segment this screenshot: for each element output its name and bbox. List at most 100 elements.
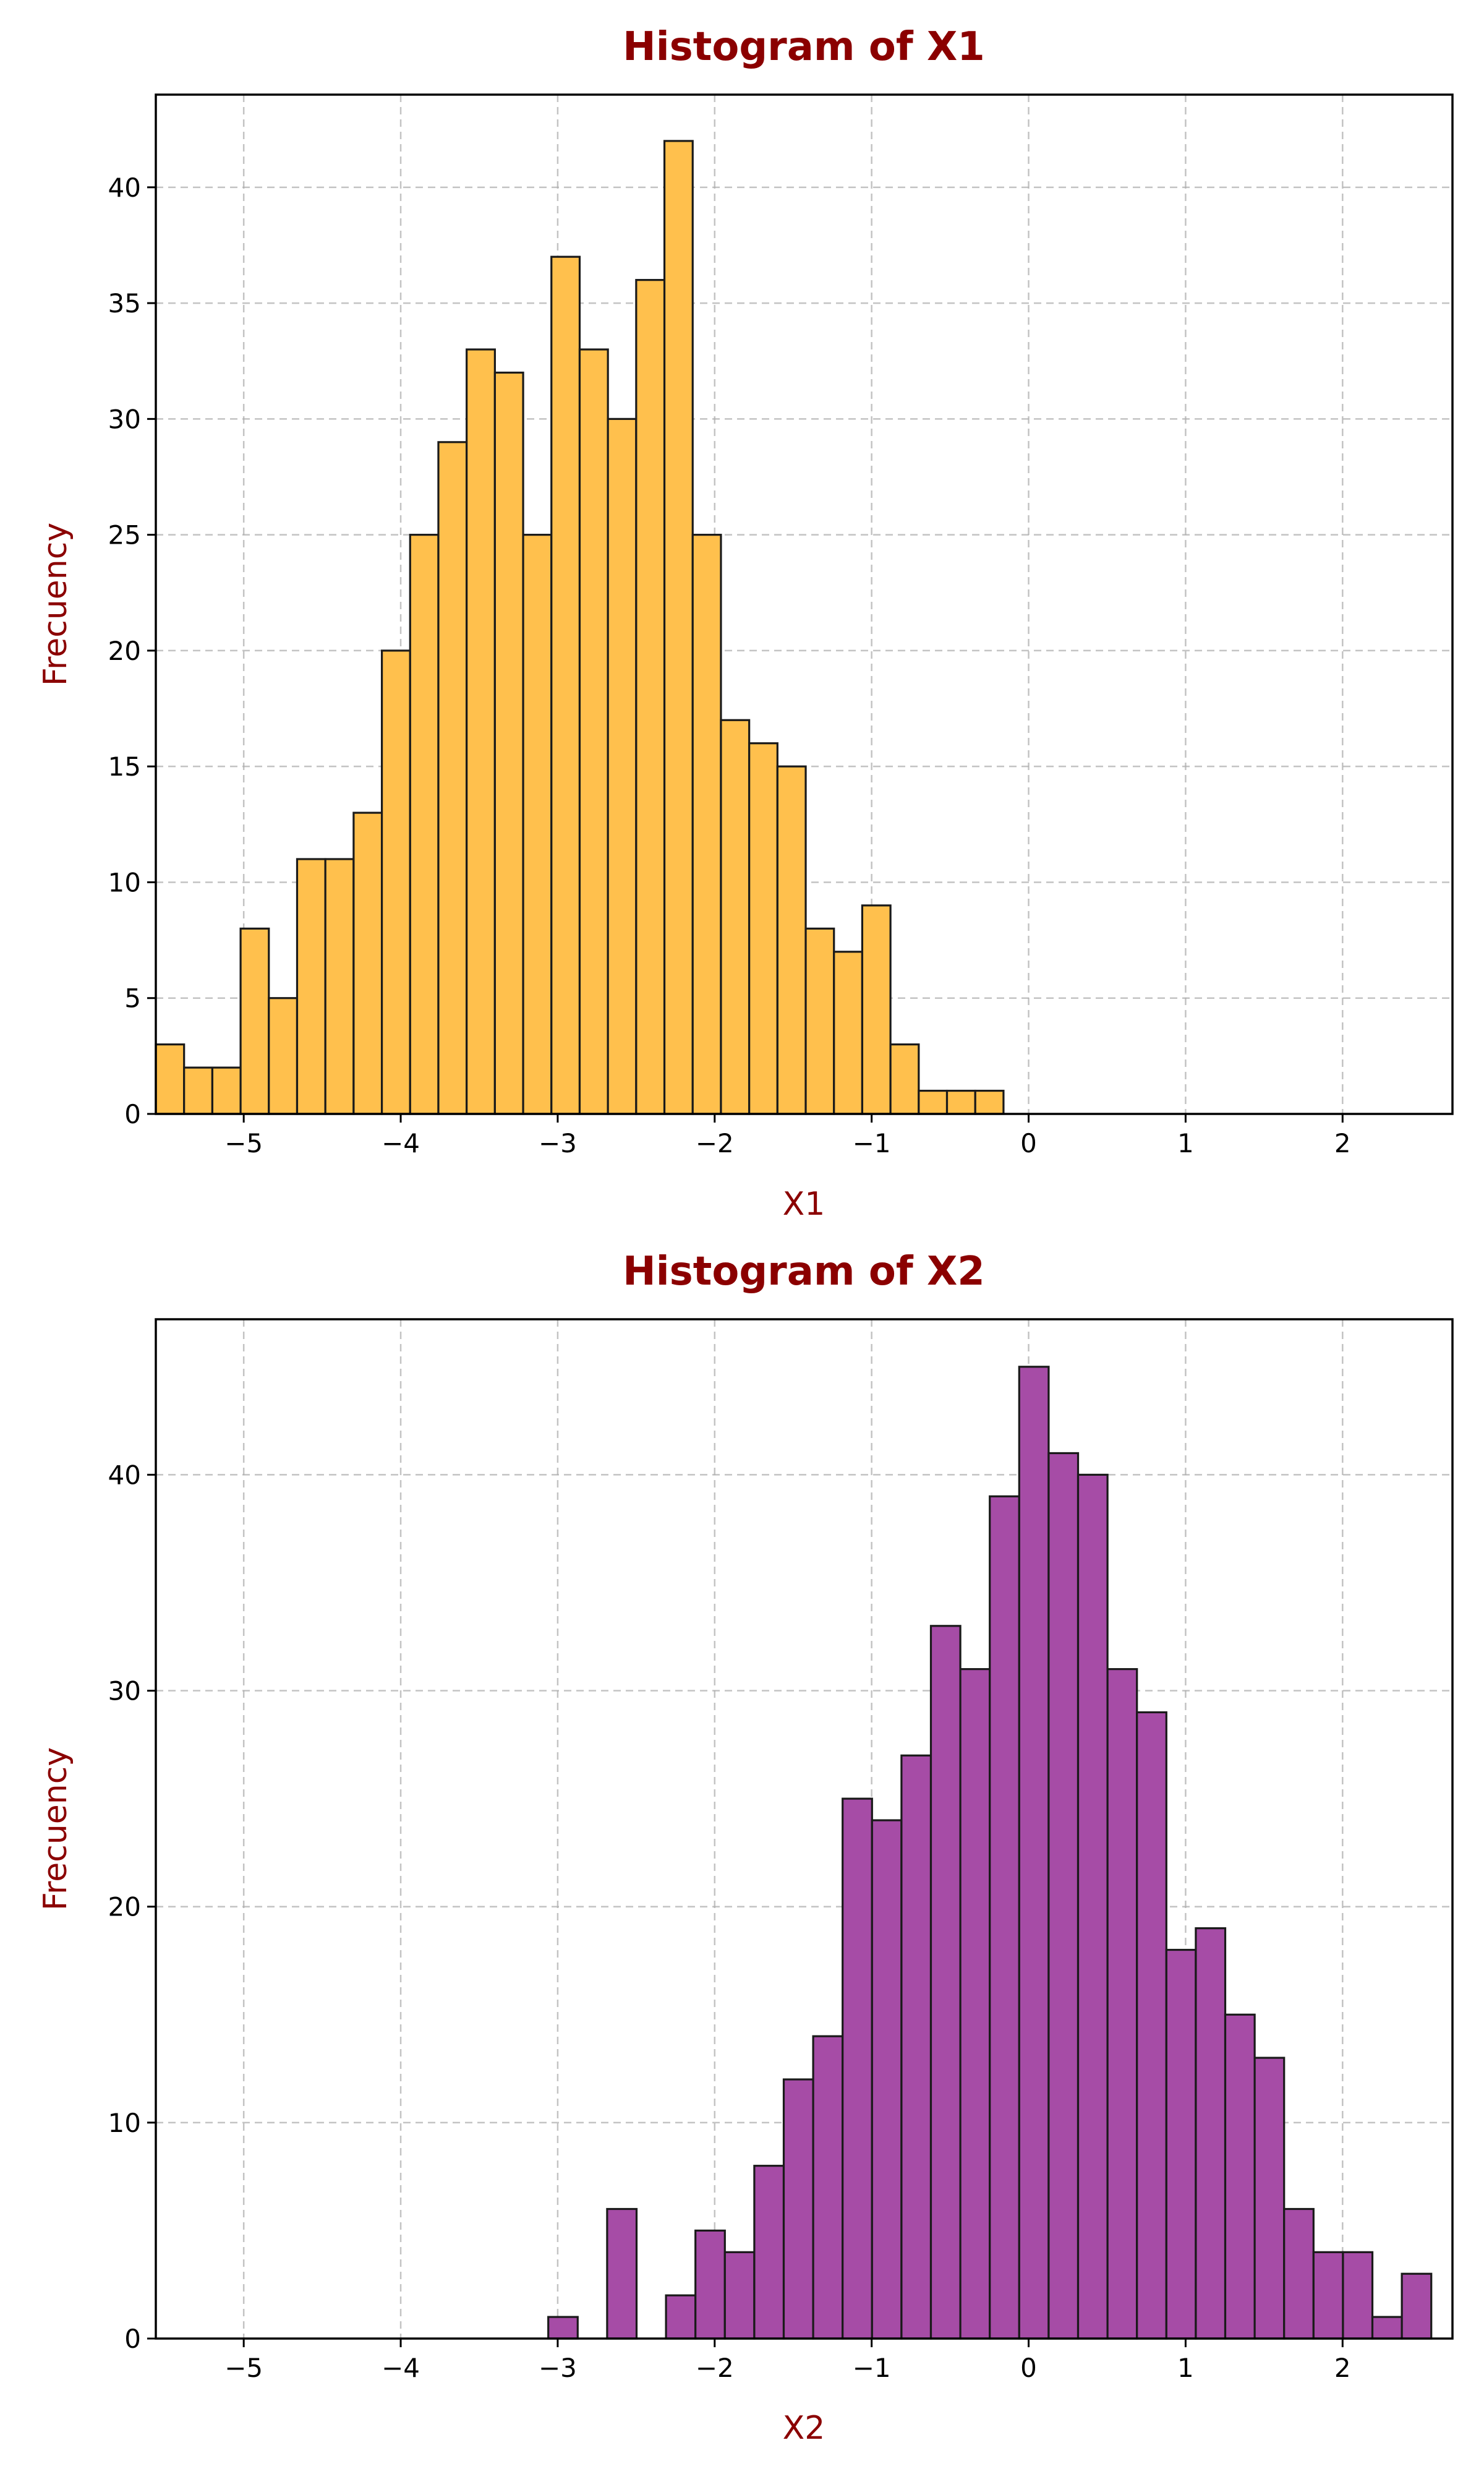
histogram-x1-ytick-label: 35 [108, 288, 141, 319]
histogram-x2-xtick-label: −1 [853, 2353, 891, 2383]
histogram-x2-bar [1371, 2316, 1403, 2340]
histogram-x1-ytick-label: 20 [108, 636, 141, 666]
histogram-x1-bar [748, 742, 778, 1115]
histogram-x2-bar [1018, 1366, 1050, 2340]
histogram-x2-frame [155, 1318, 1454, 2340]
histogram-x1-bar [522, 534, 553, 1115]
histogram-x1-bar [691, 534, 722, 1115]
histogram-x1-bar [296, 858, 326, 1115]
histogram-x1-bar [239, 927, 270, 1115]
histogram-x1-bar [974, 1089, 1005, 1115]
histogram-x2-bar [1077, 1473, 1109, 2340]
histogram-x1-xtick-label: −1 [853, 1128, 891, 1158]
histogram-x2-bar [665, 2294, 697, 2340]
histogram-x1-bar [409, 534, 440, 1115]
histogram-x1-bar [607, 417, 638, 1115]
histogram-x2-xtick-label: −4 [382, 2353, 420, 2383]
histogram-x2-ytick-label: 20 [108, 1892, 141, 1922]
histogram-x2-xtick-label: −3 [539, 2353, 577, 2383]
histogram-x2-bar [959, 1668, 991, 2340]
histogram-x1-ytick-label: 10 [108, 867, 141, 897]
histogram-x1-panel: Histogram of X1 −5 −4 −3 −2 −1 0 1 205101520253… [37, 24, 1454, 1223]
histogram-x2-bar [606, 2207, 638, 2340]
histogram-x2-bar [1253, 2057, 1286, 2340]
histogram-x2-bar [753, 2165, 785, 2340]
histogram-x1-bar [155, 1043, 186, 1115]
histogram-x2-bar [989, 1495, 1020, 2340]
histogram-x2-bar [900, 1754, 932, 2340]
histogram-x1-ytick-label: 30 [108, 404, 141, 434]
histogram-x1-bar [663, 140, 694, 1115]
histogram-x2-xtick-label: 1 [1177, 2353, 1194, 2383]
histogram-x2-bar [1312, 2251, 1344, 2340]
histogram-x2-bar [1195, 1927, 1227, 2340]
histogram-x2-title: Histogram of X2 [623, 1249, 985, 1295]
histogram-x1-xtick-label: −5 [224, 1128, 263, 1158]
histogram-x1-bar [352, 811, 383, 1115]
histogram-x2-ytick-label: 30 [108, 1676, 141, 1706]
histogram-x2-bar [723, 2251, 756, 2340]
histogram-x2-bar [812, 2035, 844, 2340]
histogram-x2-bar [1165, 1948, 1197, 2340]
histogram-x1-xlabel: X1 [783, 1186, 825, 1223]
histogram-x1-xtick-label: 0 [1020, 1128, 1037, 1158]
histogram-x1-bar [889, 1043, 920, 1115]
histogram-x2-xtick-label: −5 [224, 2353, 263, 2383]
histogram-x2-bar [842, 1797, 873, 2340]
histogram-x1-bars [155, 140, 1005, 1115]
histogram-x2-xtick-label: 2 [1334, 2353, 1351, 2383]
histogram-x2-bar [929, 1625, 962, 2340]
histogram-x2-bars [547, 1366, 1433, 2340]
histogram-x1-ylabel: Frecuency [37, 523, 74, 686]
histogram-x1-xtick-label: −3 [539, 1128, 577, 1158]
histogram-x2-bar [1136, 1711, 1167, 2340]
histogram-x2-ytick-label: 40 [108, 1460, 141, 1490]
histogram-x1-xtick-label: −4 [382, 1128, 420, 1158]
histogram-x2-bar [1401, 2272, 1433, 2340]
histogram-x1-bar [437, 441, 468, 1115]
histogram-x1-bar [380, 649, 411, 1115]
histogram-x1-bar [918, 1089, 949, 1115]
histogram-x2-bar [871, 1819, 903, 2340]
histogram-x1-bar [833, 951, 864, 1115]
histogram-x2-xtick-label: 0 [1020, 2353, 1037, 2383]
histogram-x2-bar [1047, 1452, 1080, 2340]
histogram-x1-bar [493, 371, 524, 1115]
histogram-x1-ytick-label: 25 [108, 520, 141, 550]
histogram-x2-bar [1342, 2251, 1374, 2340]
histogram-x1-bar [861, 904, 892, 1115]
histogram-x1-xtick-label: −2 [696, 1128, 734, 1158]
histogram-x1-xtick-label: 1 [1177, 1128, 1194, 1158]
histogram-x1-ytick-label: 40 [108, 173, 141, 203]
histogram-x2-bar [1224, 2013, 1256, 2340]
histogram-x2-bar [1106, 1668, 1138, 2340]
histogram-x2-xlabel: X2 [783, 2410, 825, 2447]
histogram-x1-bar [183, 1066, 213, 1115]
histogram-x1-bar [550, 255, 581, 1115]
histogram-x1-xtick-label: 2 [1334, 1128, 1351, 1158]
histogram-x1-title: Histogram of X1 [623, 24, 985, 70]
histogram-x1-bar [804, 927, 835, 1115]
histogram-x1-bar [578, 348, 609, 1115]
histogram-x2-bar [782, 2078, 814, 2340]
histogram-x1-bar [466, 348, 496, 1115]
histogram-x2-xtick-label: −2 [696, 2353, 734, 2383]
histogram-x2-ytick-label: 10 [108, 2108, 141, 2138]
histogram-x1-frame [155, 93, 1454, 1115]
histogram-x2-bar [1283, 2207, 1315, 2340]
histogram-x1-bar [268, 997, 299, 1115]
histogram-x2-ytick-label: 0 [124, 2324, 141, 2354]
histogram-x1-bar [776, 765, 807, 1115]
histogram-x1-ytick-label: 0 [124, 1099, 141, 1129]
histogram-x2-bar [547, 2316, 579, 2340]
histogram-x1-bar [324, 858, 355, 1115]
histogram-x1-ytick-label: 5 [124, 983, 141, 1014]
histogram-x1-bar [720, 719, 751, 1115]
histogram-x1-bar [211, 1066, 242, 1115]
histogram-x1-bar [635, 279, 666, 1115]
histogram-x2-bar [694, 2229, 726, 2340]
